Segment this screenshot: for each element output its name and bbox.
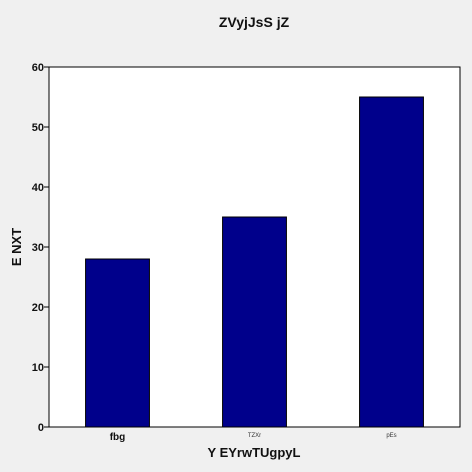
x-tick-label: TZXr xyxy=(248,433,261,439)
y-tick-label: 0 xyxy=(38,422,44,434)
bar xyxy=(359,96,424,428)
y-tick-label: 50 xyxy=(32,122,44,134)
bars-group xyxy=(85,96,424,428)
y-tick-label: 10 xyxy=(32,362,44,374)
bar xyxy=(222,216,287,428)
x-axis-label: Y EYrwTUgpyL xyxy=(208,445,301,460)
y-tick-label: 20 xyxy=(32,302,44,314)
x-tick-label: fbg xyxy=(110,432,126,443)
y-tick-label: 60 xyxy=(32,62,44,74)
y-tick-label: 40 xyxy=(32,182,44,194)
chart-title: ZVyjJsS jZ xyxy=(219,14,290,30)
x-axis: fbg TZXr pEs xyxy=(110,432,397,443)
y-axis: 0 10 20 30 40 50 60 xyxy=(32,62,49,434)
y-tick-label: 30 xyxy=(32,242,44,254)
x-tick-label: pEs xyxy=(386,433,396,439)
y-axis-label: E NXT xyxy=(9,228,24,266)
bar xyxy=(85,258,150,428)
